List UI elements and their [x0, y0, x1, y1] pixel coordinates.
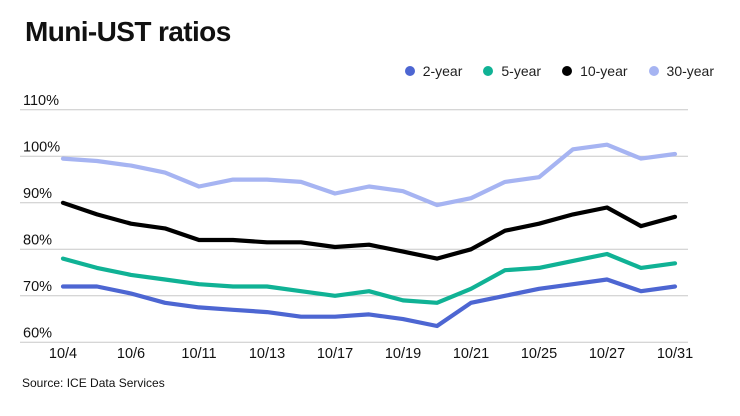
legend-item-30-year: 30-year [648, 63, 714, 79]
series-line-2-year [60, 277, 678, 329]
legend-dot-10-year [562, 66, 573, 76]
chart-legend: 2-year 5-year 10-year 30-year [404, 63, 714, 79]
legend-label: 10-year [580, 63, 628, 79]
y-tick-label: 70% [23, 279, 52, 295]
legend-label: 5-year [501, 63, 542, 79]
x-tick-label: 10/31 [657, 346, 693, 362]
legend-item-10-year: 10-year [562, 63, 628, 79]
x-tick-label: 10/21 [453, 346, 489, 362]
series-line-5-year [60, 251, 678, 305]
y-tick-label: 90% [23, 186, 52, 202]
legend-dot-30-year [648, 66, 659, 76]
chart-title: Muni-UST ratios [25, 16, 231, 47]
legend-label: 30-year [666, 63, 714, 79]
y-tick-label: 60% [23, 325, 52, 341]
legend-dot-2-year [404, 66, 415, 76]
legend-label: 2-year [422, 63, 463, 79]
source-note: Source: ICE Data Services [22, 376, 165, 390]
x-tick-label: 10/13 [249, 346, 285, 362]
x-tick-label: 10/6 [117, 346, 145, 362]
x-tick-label: 10/19 [385, 346, 421, 362]
x-tick-label: 10/17 [317, 346, 353, 362]
x-tick-label: 10/4 [49, 346, 77, 362]
x-tick-label: 10/11 [181, 346, 216, 362]
y-tick-label: 110% [23, 93, 59, 109]
legend-item-2-year: 2-year [404, 63, 463, 79]
series-line-30-year [60, 142, 678, 208]
series-line-10-year [60, 200, 678, 261]
legend-dot-5-year [483, 66, 494, 76]
x-tick-label: 10/25 [521, 346, 557, 362]
y-tick-label: 100% [23, 139, 60, 155]
y-tick-label: 80% [23, 232, 52, 248]
x-tick-label: 10/27 [589, 346, 625, 362]
legend-item-5-year: 5-year [483, 63, 541, 79]
